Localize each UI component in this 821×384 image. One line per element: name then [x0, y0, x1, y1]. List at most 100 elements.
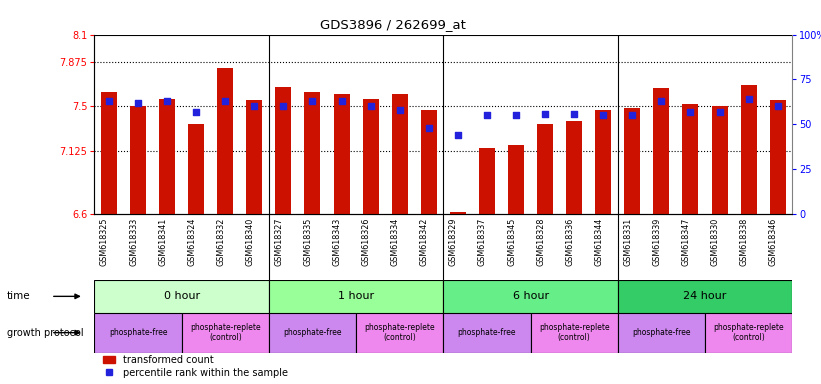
- Text: GSM618325: GSM618325: [100, 218, 109, 266]
- Bar: [530, 313, 618, 353]
- Bar: [392, 94, 408, 214]
- Text: GSM618328: GSM618328: [536, 218, 545, 266]
- Text: GSM618342: GSM618342: [420, 218, 429, 266]
- Text: GSM618331: GSM618331: [623, 218, 632, 266]
- Point: [713, 109, 726, 115]
- Bar: [159, 99, 175, 214]
- Text: GSM618336: GSM618336: [565, 218, 574, 266]
- Bar: [705, 313, 792, 353]
- Point: [422, 125, 435, 131]
- Point: [190, 109, 203, 115]
- Point: [393, 107, 406, 113]
- Point: [655, 98, 668, 104]
- Bar: [218, 68, 233, 214]
- Point: [218, 98, 232, 104]
- Text: phosphate-replete
(control): phosphate-replete (control): [713, 323, 784, 343]
- Text: phosphate-free: phosphate-free: [457, 328, 516, 337]
- Point: [742, 96, 755, 102]
- Text: GSM618334: GSM618334: [391, 218, 400, 266]
- Legend: transformed count, percentile rank within the sample: transformed count, percentile rank withi…: [99, 351, 291, 382]
- Text: GSM618332: GSM618332: [216, 218, 225, 266]
- Point: [567, 111, 580, 117]
- Text: GSM618326: GSM618326: [361, 218, 370, 266]
- Bar: [508, 145, 524, 214]
- Text: GSM618335: GSM618335: [304, 218, 313, 266]
- Point: [335, 98, 348, 104]
- Text: GSM618340: GSM618340: [245, 218, 255, 266]
- Bar: [269, 313, 356, 353]
- Text: phosphate-replete
(control): phosphate-replete (control): [365, 323, 435, 343]
- Bar: [101, 92, 117, 214]
- Bar: [479, 148, 495, 214]
- Point: [277, 103, 290, 109]
- Bar: [275, 87, 291, 214]
- Text: GSM618327: GSM618327: [274, 218, 283, 266]
- Text: GDS3896 / 262699_at: GDS3896 / 262699_at: [320, 18, 466, 31]
- Bar: [618, 280, 792, 313]
- Point: [539, 111, 552, 117]
- Point: [364, 103, 377, 109]
- Text: phosphate-free: phosphate-free: [283, 328, 342, 337]
- Point: [103, 98, 116, 104]
- Point: [161, 98, 174, 104]
- Text: 24 hour: 24 hour: [683, 291, 727, 301]
- Text: GSM618343: GSM618343: [333, 218, 342, 266]
- Point: [684, 109, 697, 115]
- Bar: [654, 88, 669, 214]
- Bar: [566, 121, 582, 214]
- Point: [248, 103, 261, 109]
- Text: GSM618341: GSM618341: [158, 218, 167, 266]
- Bar: [421, 110, 437, 214]
- Point: [452, 132, 465, 138]
- Text: phosphate-replete
(control): phosphate-replete (control): [190, 323, 260, 343]
- Bar: [443, 313, 530, 353]
- Text: phosphate-replete
(control): phosphate-replete (control): [539, 323, 609, 343]
- Text: growth protocol: growth protocol: [7, 328, 83, 338]
- Text: time: time: [7, 291, 30, 301]
- Text: phosphate-free: phosphate-free: [108, 328, 167, 337]
- Point: [771, 103, 784, 109]
- Bar: [269, 280, 443, 313]
- Bar: [246, 101, 263, 214]
- Bar: [770, 101, 786, 214]
- Bar: [537, 124, 553, 214]
- Bar: [305, 92, 320, 214]
- Text: GSM618345: GSM618345: [507, 218, 516, 266]
- Bar: [188, 124, 204, 214]
- Bar: [94, 313, 181, 353]
- Text: GSM618337: GSM618337: [478, 218, 487, 266]
- Bar: [363, 99, 378, 214]
- Bar: [741, 85, 757, 214]
- Bar: [595, 110, 612, 214]
- Text: 0 hour: 0 hour: [163, 291, 200, 301]
- Text: GSM618339: GSM618339: [653, 218, 662, 266]
- Text: GSM618333: GSM618333: [129, 218, 138, 266]
- Bar: [682, 104, 699, 214]
- Text: GSM618346: GSM618346: [768, 218, 777, 266]
- Bar: [450, 212, 466, 214]
- Point: [510, 113, 523, 119]
- Text: GSM618329: GSM618329: [449, 218, 458, 266]
- Bar: [618, 313, 705, 353]
- Point: [306, 98, 319, 104]
- Text: 6 hour: 6 hour: [512, 291, 548, 301]
- Bar: [712, 106, 727, 214]
- Bar: [624, 108, 640, 214]
- Point: [480, 113, 493, 119]
- Text: GSM618344: GSM618344: [594, 218, 603, 266]
- Bar: [130, 106, 146, 214]
- Point: [626, 113, 639, 119]
- Text: GSM618330: GSM618330: [710, 218, 719, 266]
- Text: GSM618347: GSM618347: [681, 218, 690, 266]
- Bar: [443, 280, 618, 313]
- Point: [131, 100, 144, 106]
- Point: [597, 113, 610, 119]
- Bar: [94, 280, 269, 313]
- Text: GSM618338: GSM618338: [740, 218, 749, 266]
- Text: 1 hour: 1 hour: [338, 291, 374, 301]
- Bar: [181, 313, 269, 353]
- Bar: [356, 313, 443, 353]
- Bar: [333, 94, 350, 214]
- Text: GSM618324: GSM618324: [187, 218, 196, 266]
- Text: phosphate-free: phosphate-free: [632, 328, 690, 337]
